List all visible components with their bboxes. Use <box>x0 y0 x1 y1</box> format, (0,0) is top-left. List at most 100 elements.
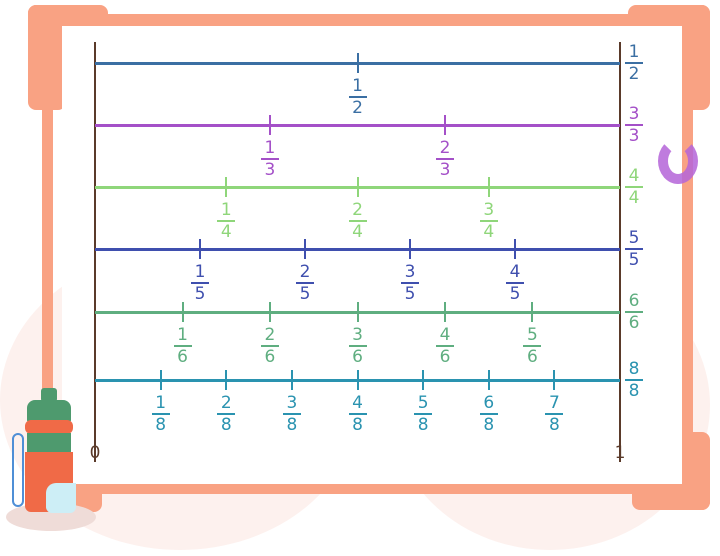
number-line-5ths <box>95 248 620 251</box>
fraction-bar <box>191 282 209 284</box>
fraction-bar <box>625 124 643 126</box>
fraction-bar <box>625 248 643 250</box>
numerator: 3 <box>628 104 640 124</box>
denominator: 5 <box>404 284 416 304</box>
denominator: 8 <box>286 415 298 435</box>
numerator: 2 <box>220 393 232 413</box>
frame-right-bar <box>682 30 693 450</box>
fraction-bar <box>506 282 524 284</box>
axis-label-zero: 0 <box>89 443 101 463</box>
fraction-bar <box>282 413 301 415</box>
tick-mark <box>422 370 425 390</box>
tick-mark <box>514 239 516 259</box>
denominator: 4 <box>483 222 495 242</box>
tick-mark <box>290 370 293 390</box>
fraction-bar <box>436 345 455 347</box>
denominator: 6 <box>177 347 188 367</box>
numerator: 3 <box>404 262 416 282</box>
tick-mark <box>356 177 359 197</box>
denominator: 8 <box>417 415 429 435</box>
numerator: 3 <box>483 200 495 220</box>
denominator: 2 <box>352 98 363 118</box>
denominator: 8 <box>628 381 640 401</box>
denominator: 2 <box>628 64 640 84</box>
fraction-bar <box>260 345 279 347</box>
tick-mark <box>268 115 271 135</box>
fraction-bar <box>151 413 170 415</box>
tick-mark <box>268 302 271 322</box>
denominator: 8 <box>220 415 232 435</box>
denominator: 5 <box>194 284 206 304</box>
numerator: 5 <box>417 393 429 413</box>
numerator: 4 <box>439 325 451 345</box>
tick-mark <box>356 370 359 390</box>
numerator: 5 <box>527 325 538 345</box>
numerator: 6 <box>483 393 495 413</box>
numerator: 4 <box>628 166 640 186</box>
numerator: 4 <box>352 393 363 413</box>
denominator: 5 <box>628 250 640 270</box>
fraction-bar <box>436 158 455 160</box>
numerator: 7 <box>548 393 560 413</box>
numerator: 1 <box>177 325 188 345</box>
numerator: 5 <box>628 228 640 248</box>
fraction-bar <box>348 345 367 347</box>
numerator: 2 <box>264 325 276 345</box>
tick-mark <box>225 177 228 197</box>
board <box>62 26 682 484</box>
numerator: 6 <box>628 291 640 311</box>
numerator: 1 <box>264 138 276 158</box>
fraction-bar <box>217 413 236 415</box>
fraction-bar <box>625 311 643 313</box>
fraction-bar <box>348 413 367 415</box>
tick-mark <box>487 177 490 197</box>
denominator: 5 <box>299 284 311 304</box>
fraction-bar <box>401 282 419 284</box>
numerator: 1 <box>352 76 363 96</box>
numerator: 3 <box>286 393 298 413</box>
number-line-3ths <box>95 124 620 127</box>
fraction-bar <box>414 413 433 415</box>
tick-mark <box>181 302 184 322</box>
denominator: 3 <box>264 160 276 180</box>
fraction-bar <box>479 220 498 222</box>
tick-mark <box>553 370 556 390</box>
numerator: 1 <box>155 393 167 413</box>
denominator: 4 <box>628 188 640 208</box>
numerator: 4 <box>509 262 521 282</box>
tick-mark <box>531 302 534 322</box>
denominator: 8 <box>548 415 560 435</box>
frame-top-bar <box>60 14 680 26</box>
denominator: 3 <box>439 160 451 180</box>
numerator: 2 <box>352 200 363 220</box>
denominator: 8 <box>483 415 495 435</box>
tick-mark <box>225 370 228 390</box>
tick-mark <box>444 115 447 135</box>
denominator: 6 <box>439 347 451 367</box>
denominator: 8 <box>155 415 167 435</box>
tick-mark <box>409 239 411 259</box>
denominator: 4 <box>352 222 363 242</box>
